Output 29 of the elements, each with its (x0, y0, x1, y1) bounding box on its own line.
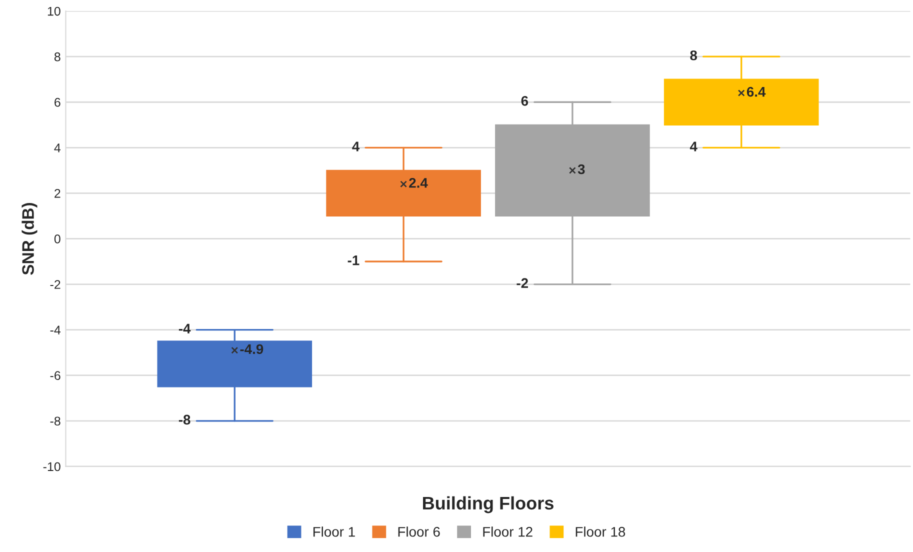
annotation: 6 (521, 96, 528, 106)
annotation: 4 (352, 142, 360, 152)
y-tick-label: -4 (50, 326, 61, 334)
annotation: 4 (690, 142, 698, 152)
legend-label: Floor 18 (576, 526, 626, 537)
legend-label: Floor 6 (398, 526, 440, 537)
annotation: 6.4 (746, 86, 766, 97)
annotation: 8 (690, 50, 698, 60)
legend-label: Floor 12 (483, 526, 532, 537)
annotation: -4 (178, 324, 191, 334)
y-tick-label: -10 (43, 462, 60, 472)
y-tick-label: -6 (50, 371, 60, 380)
annotation: -2 (516, 278, 528, 288)
y-axis-title: SNR (dB) (22, 203, 38, 275)
annotation: 2.4 (409, 178, 428, 188)
x-axis-title: Building Floors (423, 496, 554, 514)
y-tick-label: 10 (48, 6, 60, 16)
y-tick-label: 6 (54, 98, 60, 107)
y-tick-label: 4 (54, 144, 61, 152)
y-tick-label: -8 (50, 416, 60, 426)
y-tick-label: -2 (50, 280, 60, 289)
annotation: -8 (178, 414, 190, 425)
annotation: -4.9 (240, 344, 264, 354)
y-tick-label: 0 (54, 234, 60, 244)
y-tick-label: 8 (54, 52, 60, 62)
y-tick-label: 2 (54, 189, 60, 198)
legend-label: Floor 1 (313, 526, 355, 537)
annotation: 3 (578, 164, 585, 174)
annotation: -1 (348, 256, 360, 266)
